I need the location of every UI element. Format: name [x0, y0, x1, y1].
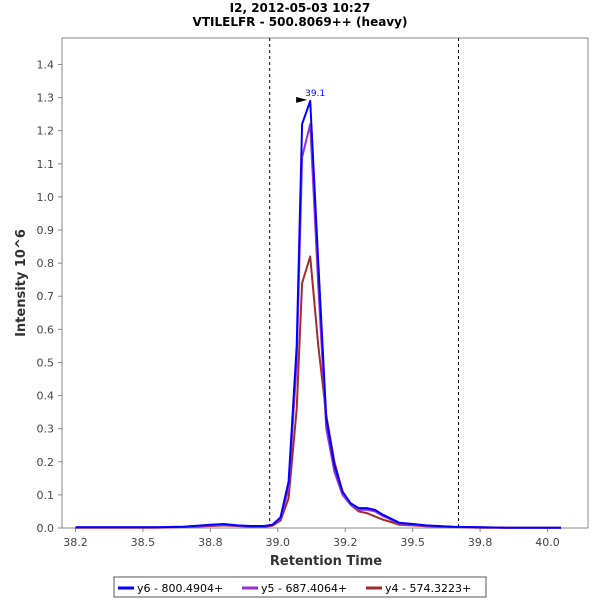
y-tick-label: 0.0 [37, 522, 55, 535]
x-tick-label: 40.0 [535, 536, 560, 549]
y-axis: 0.0 0.1 0.2 0.3 0.4 0.5 0.6 0.7 0.8 0.9 1.0 1.1 1.2 1… [37, 58, 62, 535]
legend-box [113, 576, 487, 598]
legend-entry-label: y6 - 800.4904+ [137, 582, 223, 595]
x-axis: 38.2 38.5 38.8 39.0 39.2 39.5 39.8 40.0 [63, 528, 560, 549]
y-tick-label: 0.4 [37, 390, 55, 403]
legend-entry-label: y5 - 687.4064+ [261, 582, 347, 595]
legend-entry-label: y4 - 574.3223+ [385, 582, 471, 595]
peak-marker-icon [296, 96, 308, 103]
chart-title: I2, 2012-05-03 10:27 [230, 1, 371, 15]
y-tick-label: 0.5 [37, 356, 55, 369]
peak-label: 39.1 [305, 89, 325, 99]
series-lines [75, 99, 561, 529]
x-tick-label: 39.5 [400, 536, 425, 549]
x-tick-label: 39.0 [266, 536, 291, 549]
vertical-markers [269, 38, 460, 528]
legend: y6 - 800.4904+ y5 - 687.4064+ y4 - 574.322… [113, 576, 487, 598]
y-tick-label: 1.3 [37, 92, 55, 105]
y-tick-label: 1.1 [37, 158, 55, 171]
x-tick-label: 38.8 [198, 536, 223, 549]
y-tick-label: 1.0 [37, 191, 55, 204]
y-tick-label: 0.2 [37, 456, 55, 469]
y-tick-label: 1.4 [37, 58, 55, 71]
y-tick-label: 0.9 [37, 224, 55, 237]
y-tick-label: 0.8 [37, 257, 55, 270]
plot-area [61, 37, 589, 529]
y-tick-label: 1.2 [37, 125, 55, 138]
peak-annotation: 39.1 [296, 89, 325, 103]
y-axis-label: Intensity 10^6 [14, 229, 29, 337]
y-tick-label: 0.1 [37, 489, 55, 502]
y-tick-label: 0.3 [37, 423, 55, 436]
x-tick-label: 39.2 [333, 536, 358, 549]
x-tick-label: 38.2 [63, 536, 88, 549]
y-tick-label: 0.7 [37, 290, 55, 303]
x-axis-label: Retention Time [270, 554, 382, 569]
series-line-y6 [75, 99, 561, 529]
x-tick-label: 38.5 [131, 536, 156, 549]
chart-subtitle: VTILELFR - 500.8069++ (heavy) [193, 15, 408, 29]
x-tick-label: 39.8 [468, 536, 493, 549]
y-tick-label: 0.6 [37, 323, 55, 336]
